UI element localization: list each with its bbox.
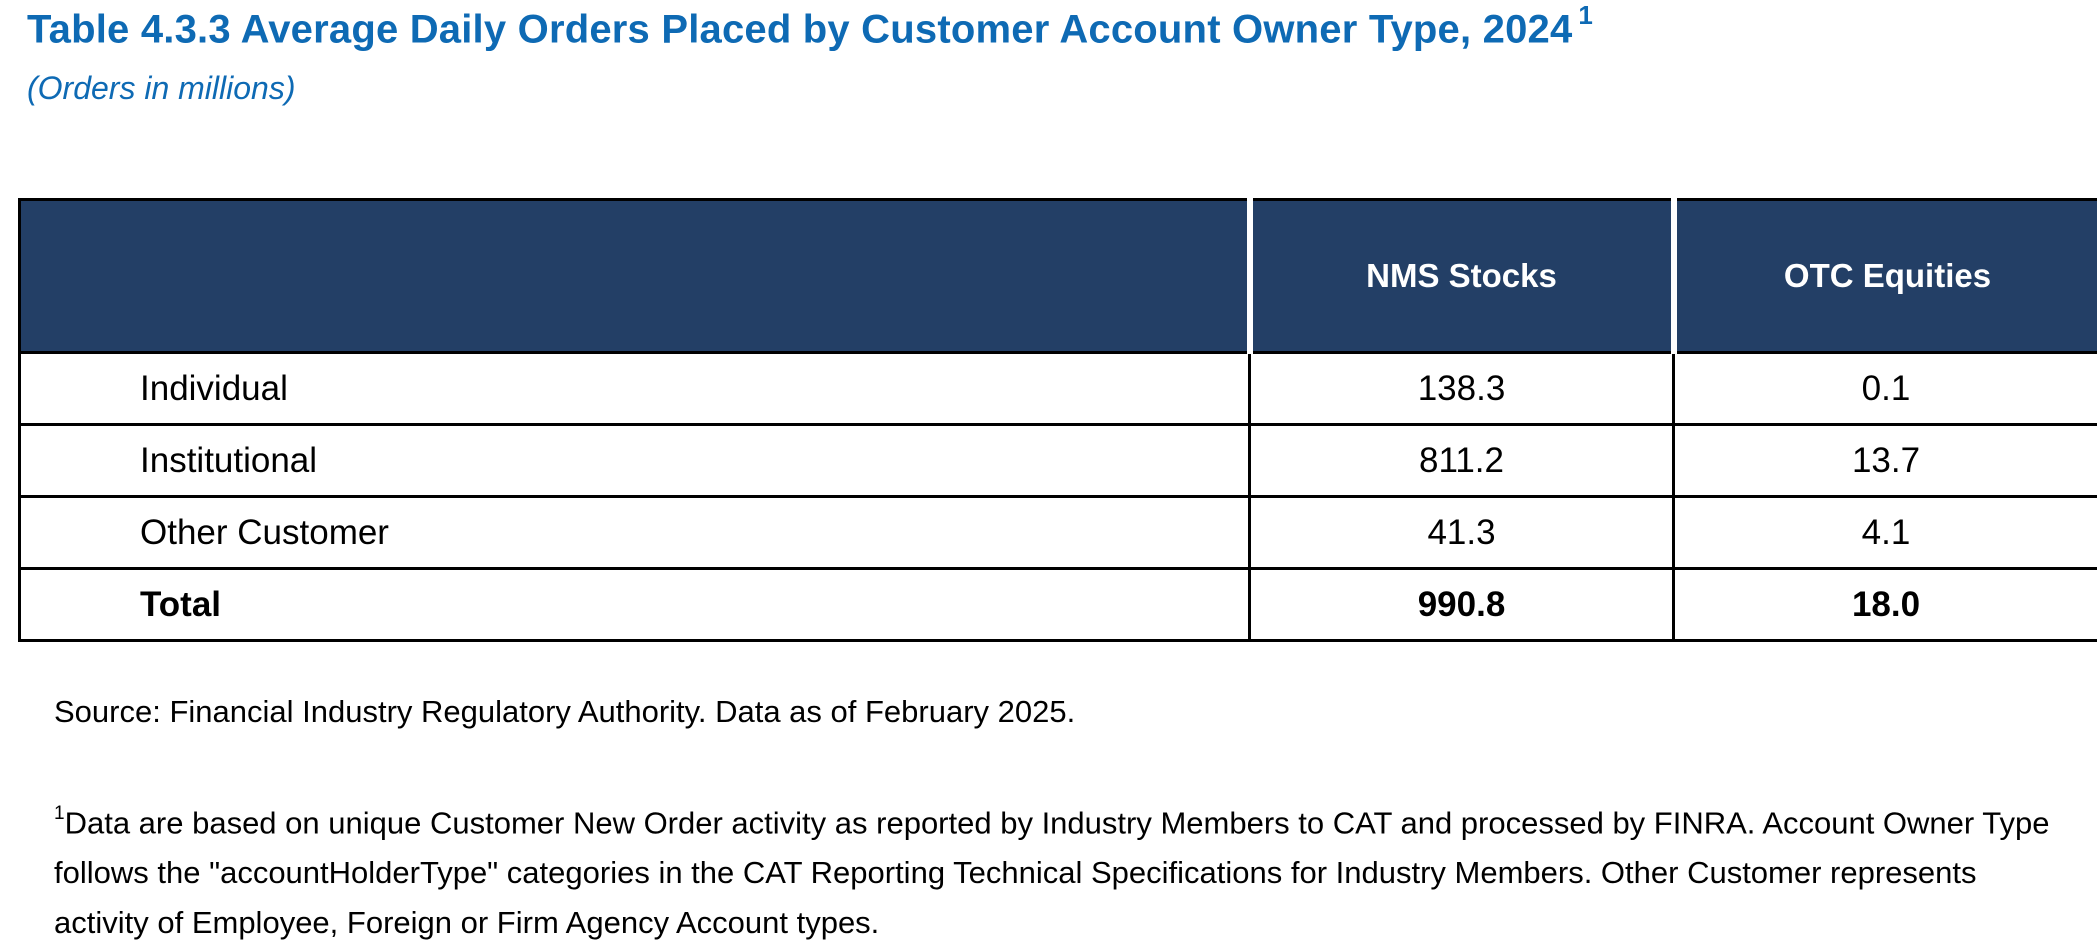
otc-equities-value: 13.7 (1674, 425, 2097, 497)
nms-stocks-value: 811.2 (1250, 425, 1674, 497)
column-header-nms-stocks: NMS Stocks (1250, 200, 1674, 353)
table-title: Table 4.3.3 Average Daily Orders Placed … (27, 4, 1593, 52)
otc-equities-value: 4.1 (1674, 497, 2097, 569)
table-row: Other Customer 41.3 4.1 (20, 497, 2097, 569)
table-row: Individual 138.3 0.1 (20, 353, 2097, 425)
data-table: NMS Stocks OTC Equities Individual 138.3… (18, 198, 2097, 642)
table-header-row: NMS Stocks OTC Equities (20, 200, 2097, 353)
column-header-otc-equities: OTC Equities (1674, 200, 2097, 353)
table-total-row: Total 990.8 18.0 (20, 569, 2097, 641)
footnote-text: Data are based on unique Customer New Or… (54, 805, 2050, 940)
row-label: Institutional (20, 425, 1250, 497)
table-title-text: Table 4.3.3 Average Daily Orders Placed … (27, 7, 1572, 51)
total-nms-stocks-value: 990.8 (1250, 569, 1674, 641)
otc-equities-value: 0.1 (1674, 353, 2097, 425)
row-label: Other Customer (20, 497, 1250, 569)
table-subtitle: (Orders in millions) (27, 70, 295, 107)
table-row: Institutional 811.2 13.7 (20, 425, 2097, 497)
nms-stocks-value: 138.3 (1250, 353, 1674, 425)
nms-stocks-value: 41.3 (1250, 497, 1674, 569)
row-label: Individual (20, 353, 1250, 425)
title-footnote-marker: 1 (1578, 0, 1593, 30)
footnote: 1Data are based on unique Customer New O… (54, 792, 2074, 948)
footnote-marker: 1 (54, 803, 65, 824)
total-label: Total (20, 569, 1250, 641)
source-note: Source: Financial Industry Regulatory Au… (54, 694, 1075, 730)
total-otc-equities-value: 18.0 (1674, 569, 2097, 641)
column-header-label (20, 200, 1250, 353)
